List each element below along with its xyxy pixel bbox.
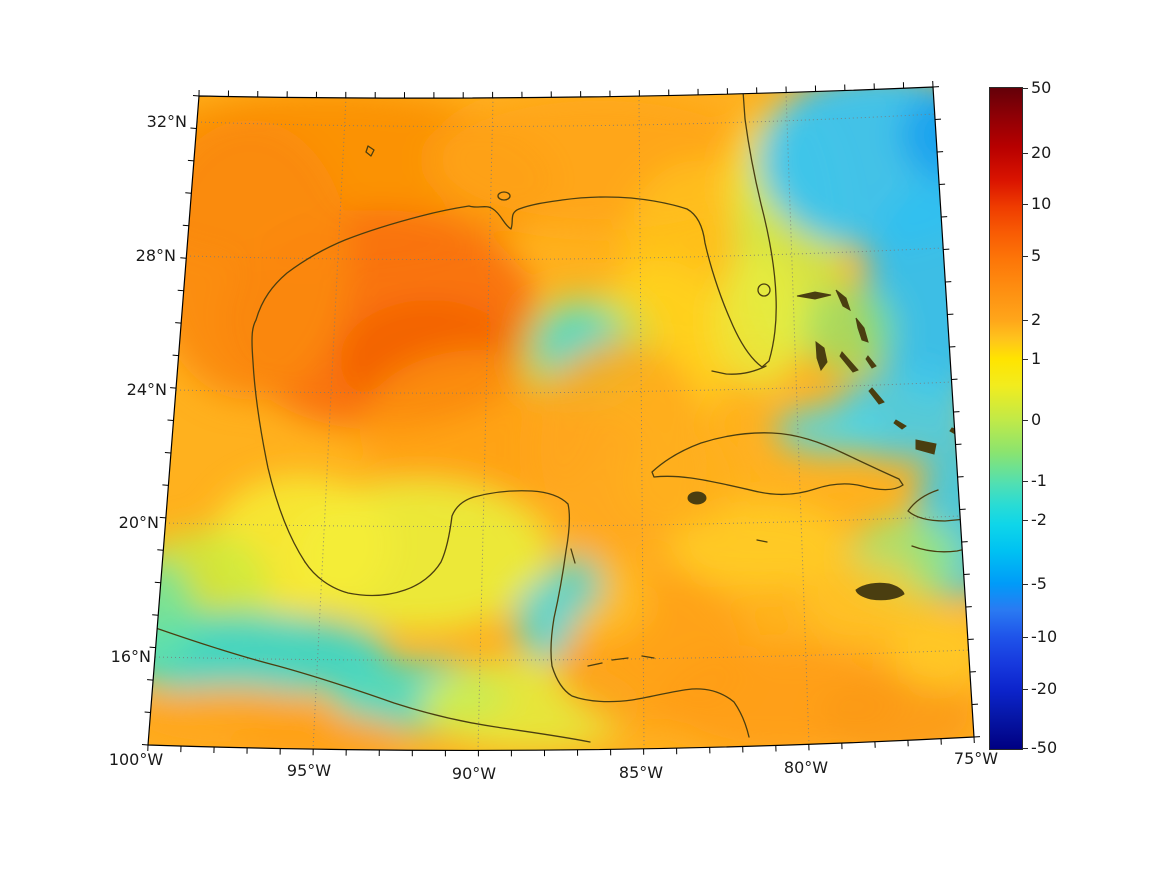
lon-tick-label: 85°W — [618, 763, 664, 782]
bahamas-abaco — [835, 289, 851, 312]
isle-of-youth — [687, 491, 707, 505]
bay-islands — [587, 655, 655, 667]
bahamas-andros — [815, 340, 828, 372]
colorbar-tick-label: 2 — [1022, 310, 1042, 329]
cayman — [756, 539, 768, 543]
lat-tick-label: 16°N — [110, 647, 151, 666]
colorbar-tick-label: -50 — [1022, 738, 1058, 757]
jamaica — [855, 582, 905, 601]
lon-tick-label: 90°W — [451, 764, 497, 783]
cozumel — [570, 548, 576, 564]
bahamas-eleuthera — [855, 317, 869, 343]
colorbar-tick-label: 5 — [1022, 246, 1042, 265]
florida-keys — [711, 365, 767, 375]
bahamas-cays — [893, 419, 907, 430]
axis-ticks — [141, 80, 981, 757]
lon-tick-label: 95°W — [286, 761, 332, 780]
colorbar-tick-label: 50 — [1022, 78, 1052, 97]
heatmap-field — [148, 87, 974, 751]
texas-lake — [365, 145, 375, 157]
bahamas-grand-bahama — [796, 291, 832, 300]
lat-tick-label: 20°N — [118, 513, 159, 532]
graticule-grid — [154, 92, 970, 751]
bahamas-exuma — [839, 351, 859, 373]
colorbar-tick-label: 10 — [1022, 194, 1052, 213]
colorbar-tick-label: 20 — [1022, 143, 1052, 162]
coastline-hispaniola-north — [907, 489, 967, 522]
colorbar-tick-label: 1 — [1022, 349, 1042, 368]
lake-pontchartrain — [497, 191, 511, 201]
lon-tick-label: 80°W — [783, 758, 829, 777]
coastline-cuba — [651, 432, 904, 496]
coastline-southern-gulf-yucatan — [304, 490, 750, 738]
colorbar-tick-label: -1 — [1023, 471, 1047, 490]
colorbar-tick-label: -20 — [1022, 679, 1058, 698]
lat-tick-label: 24°N — [126, 380, 167, 399]
coastline-north-america — [251, 90, 777, 563]
bahamas-cat-island — [865, 355, 877, 369]
coastline-pacific — [149, 625, 591, 743]
colorbar-tick-label: -2 — [1023, 510, 1047, 529]
lon-tick-label: 100°W — [108, 750, 164, 769]
lon-tick-label: 75°W — [953, 749, 999, 768]
great-inagua — [915, 439, 937, 455]
colorbar-tick-label: 0 — [1022, 410, 1042, 429]
lat-tick-label: 32°N — [146, 112, 187, 131]
lake-okeechobee — [757, 283, 771, 297]
colorbar-tick-label: -5 — [1023, 574, 1047, 593]
coastline-hispaniola-south — [911, 545, 971, 553]
bahamas-long-island — [868, 387, 885, 405]
colorbar-tick-label: -10 — [1022, 627, 1058, 646]
lat-tick-label: 28°N — [135, 246, 176, 265]
colorbar — [989, 87, 1023, 750]
